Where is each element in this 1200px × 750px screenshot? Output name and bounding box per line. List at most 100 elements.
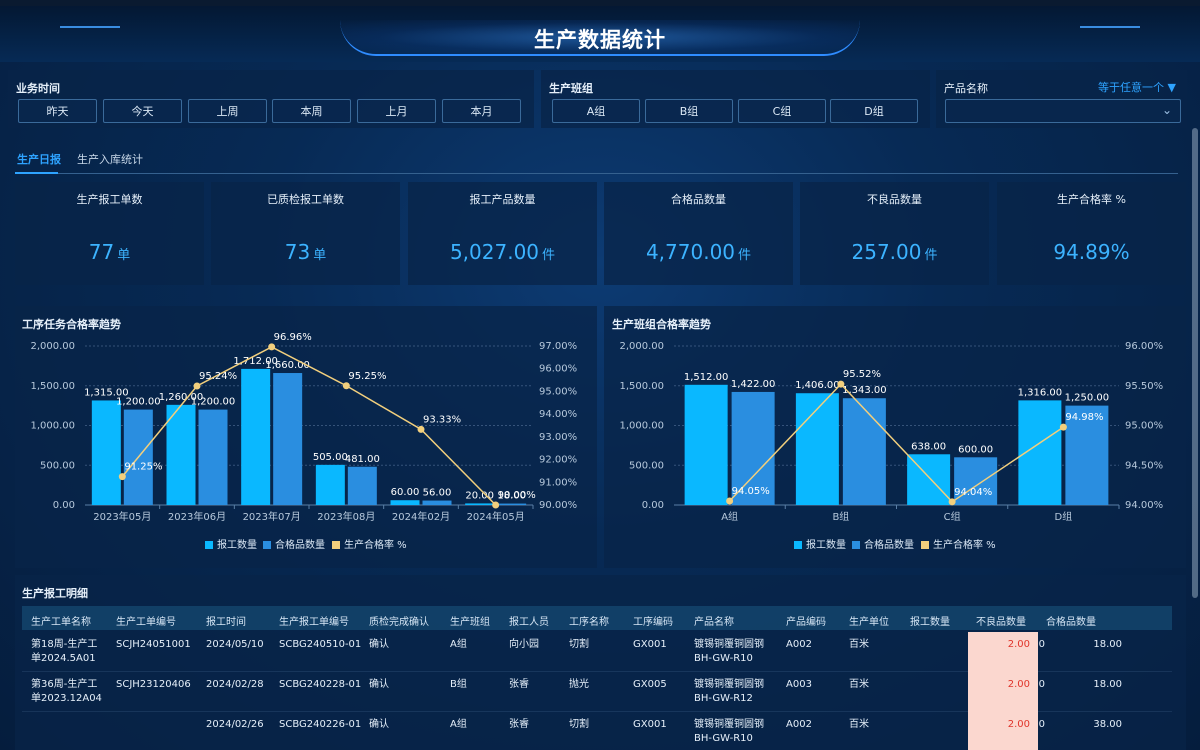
this-week-button[interactable]: 本周 bbox=[272, 99, 351, 123]
kpi-card-qualified-qty: 合格品数量 4,770.00 件 bbox=[604, 182, 793, 285]
table-cell: 确认 bbox=[369, 679, 389, 690]
table-cell: GX005 bbox=[633, 679, 667, 690]
column-header[interactable]: 报工时间 bbox=[206, 617, 246, 628]
pass-rate-label: 90.00% bbox=[498, 490, 536, 501]
bar-data-label: 18.00 bbox=[497, 491, 526, 502]
legend-swatch bbox=[921, 541, 929, 549]
table-cell: 确认 bbox=[369, 639, 389, 650]
table-cell: SCJH24051001 bbox=[116, 639, 191, 650]
kpi-unit: 单 bbox=[313, 248, 327, 263]
yesterday-button[interactable]: 昨天 bbox=[18, 99, 97, 123]
y2-tick-label: 90.00% bbox=[539, 500, 577, 511]
bar-reported bbox=[166, 404, 196, 505]
column-header[interactable]: 质检完成确认 bbox=[369, 617, 429, 628]
chart-title: 工序任务合格率趋势 bbox=[22, 318, 121, 331]
y2-tick-label: 96.00% bbox=[539, 364, 577, 375]
bar-data-label: 1,260.00 bbox=[159, 392, 204, 403]
table-cell: 张睿 bbox=[509, 679, 529, 690]
column-header[interactable]: 合格品数量 bbox=[1046, 617, 1096, 628]
column-header[interactable]: 生产单位 bbox=[849, 617, 889, 628]
column-header[interactable]: 工序编码 bbox=[633, 617, 673, 628]
table-cell: A002 bbox=[786, 719, 812, 730]
column-header[interactable]: 生产工单名称 bbox=[31, 617, 91, 628]
y2-tick-label: 93.00% bbox=[539, 432, 577, 443]
today-button[interactable]: 今天 bbox=[103, 99, 182, 123]
defective-qty-cell: 2.00 bbox=[968, 632, 1038, 672]
kpi-number: 77 bbox=[88, 240, 115, 264]
team-d-button[interactable]: D组 bbox=[830, 99, 918, 123]
bar-reported bbox=[241, 368, 271, 505]
bar-data-label: 1,200.00 bbox=[116, 397, 161, 408]
kpi-unit: 件 bbox=[924, 248, 938, 263]
bar-qualified bbox=[731, 391, 775, 505]
table-cell: 18.00 bbox=[1093, 679, 1122, 690]
x-tick-label: D组 bbox=[1055, 510, 1073, 523]
column-header[interactable]: 产品编码 bbox=[786, 617, 826, 628]
legend-swatch bbox=[205, 541, 213, 549]
chart-title: 生产班组合格率趋势 bbox=[612, 318, 711, 331]
kpi-unit: 件 bbox=[542, 248, 556, 263]
team-a-button[interactable]: A组 bbox=[552, 99, 640, 123]
table-cell: 第18周-生产工单2024.5A01 bbox=[31, 639, 98, 664]
y2-tick-label: 96.00% bbox=[1125, 341, 1163, 352]
table-cell: 百米 bbox=[849, 719, 869, 730]
team-c-button[interactable]: C组 bbox=[738, 99, 826, 123]
team-b-button[interactable]: B组 bbox=[645, 99, 733, 123]
x-tick-label: A组 bbox=[721, 510, 738, 523]
legend-label: 报工数量 bbox=[217, 538, 257, 551]
table-cell: GX001 bbox=[633, 719, 667, 730]
table-cell: 张睿 bbox=[509, 719, 529, 730]
kpi-number: 257.00 bbox=[851, 240, 922, 264]
legend-swatch bbox=[852, 541, 860, 549]
row-divider bbox=[22, 711, 1172, 712]
x-tick-label: 2024年02月 bbox=[392, 510, 450, 523]
column-header[interactable]: 报工数量 bbox=[910, 617, 950, 628]
bar-qualified bbox=[347, 466, 377, 505]
this-month-button[interactable]: 本月 bbox=[442, 99, 521, 123]
column-header[interactable]: 报工人员 bbox=[509, 617, 549, 628]
product-select[interactable]: ⌄ bbox=[945, 99, 1181, 123]
column-header[interactable]: 工序名称 bbox=[569, 617, 609, 628]
header-deco-left bbox=[60, 26, 120, 28]
page-scrollbar[interactable] bbox=[1192, 128, 1198, 598]
kpi-card-report-orders: 生产报工单数 77 单 bbox=[15, 182, 204, 285]
last-week-button[interactable]: 上周 bbox=[188, 99, 267, 123]
legend-swatch bbox=[794, 541, 802, 549]
y2-tick-label: 91.00% bbox=[539, 477, 577, 488]
column-header[interactable]: 生产工单编号 bbox=[116, 617, 176, 628]
column-header[interactable]: 生产报工单编号 bbox=[279, 617, 349, 628]
pass-rate-point bbox=[193, 382, 201, 390]
kpi-value: 5,027.00 件 bbox=[408, 240, 597, 264]
kpi-card-pass-rate: 生产合格率 % 94.89% bbox=[997, 182, 1186, 285]
y-tick-label: 1,000.00 bbox=[619, 421, 664, 432]
table-cell: SCBG240510-01 bbox=[279, 639, 362, 650]
column-header[interactable]: 生产班组 bbox=[450, 617, 490, 628]
column-header[interactable]: 产品名称 bbox=[694, 617, 734, 628]
kpi-title: 已质检报工单数 bbox=[267, 193, 344, 206]
kpi-card-defective-qty: 不良品数量 257.00 件 bbox=[800, 182, 989, 285]
last-month-button[interactable]: 上月 bbox=[357, 99, 436, 123]
tab-daily-report[interactable]: 生产日报 bbox=[17, 153, 61, 166]
bar-data-label: 1,250.00 bbox=[1065, 393, 1110, 404]
table-cell: 2.00 bbox=[1007, 679, 1030, 690]
bar-data-label: 1,512.00 bbox=[684, 372, 729, 383]
x-tick-label: B组 bbox=[832, 510, 849, 523]
legend-label: 生产合格率 % bbox=[344, 538, 407, 551]
tab-warehouse-stats[interactable]: 生产入库统计 bbox=[77, 153, 143, 166]
pass-rate-label: 91.25% bbox=[124, 462, 162, 473]
column-header[interactable]: 不良品数量 bbox=[976, 617, 1026, 628]
operator-dropdown[interactable]: 等于任意一个 ▼ bbox=[1098, 79, 1176, 95]
y-tick-label: 2,000.00 bbox=[30, 341, 75, 352]
y2-tick-label: 92.00% bbox=[539, 455, 577, 466]
bar-data-label: 1,712.00 bbox=[233, 356, 278, 367]
team-pass-rate-chart: 2,000.00 1,500.00 1,000.00 500.00 0.00 96.00%… bbox=[619, 341, 1163, 551]
table-cell: 确认 bbox=[369, 719, 389, 730]
pass-rate-label: 94.98% bbox=[1065, 412, 1103, 423]
product-label: 产品名称 bbox=[944, 82, 988, 95]
bar-reported bbox=[465, 503, 495, 505]
kpi-value: 4,770.00 件 bbox=[604, 240, 793, 264]
bar-data-label: 481.00 bbox=[345, 454, 380, 465]
bar-data-label: 1,422.00 bbox=[731, 379, 776, 390]
table-cell: 18.00 bbox=[1093, 639, 1122, 650]
bar-data-label: 505.00 bbox=[313, 452, 348, 463]
